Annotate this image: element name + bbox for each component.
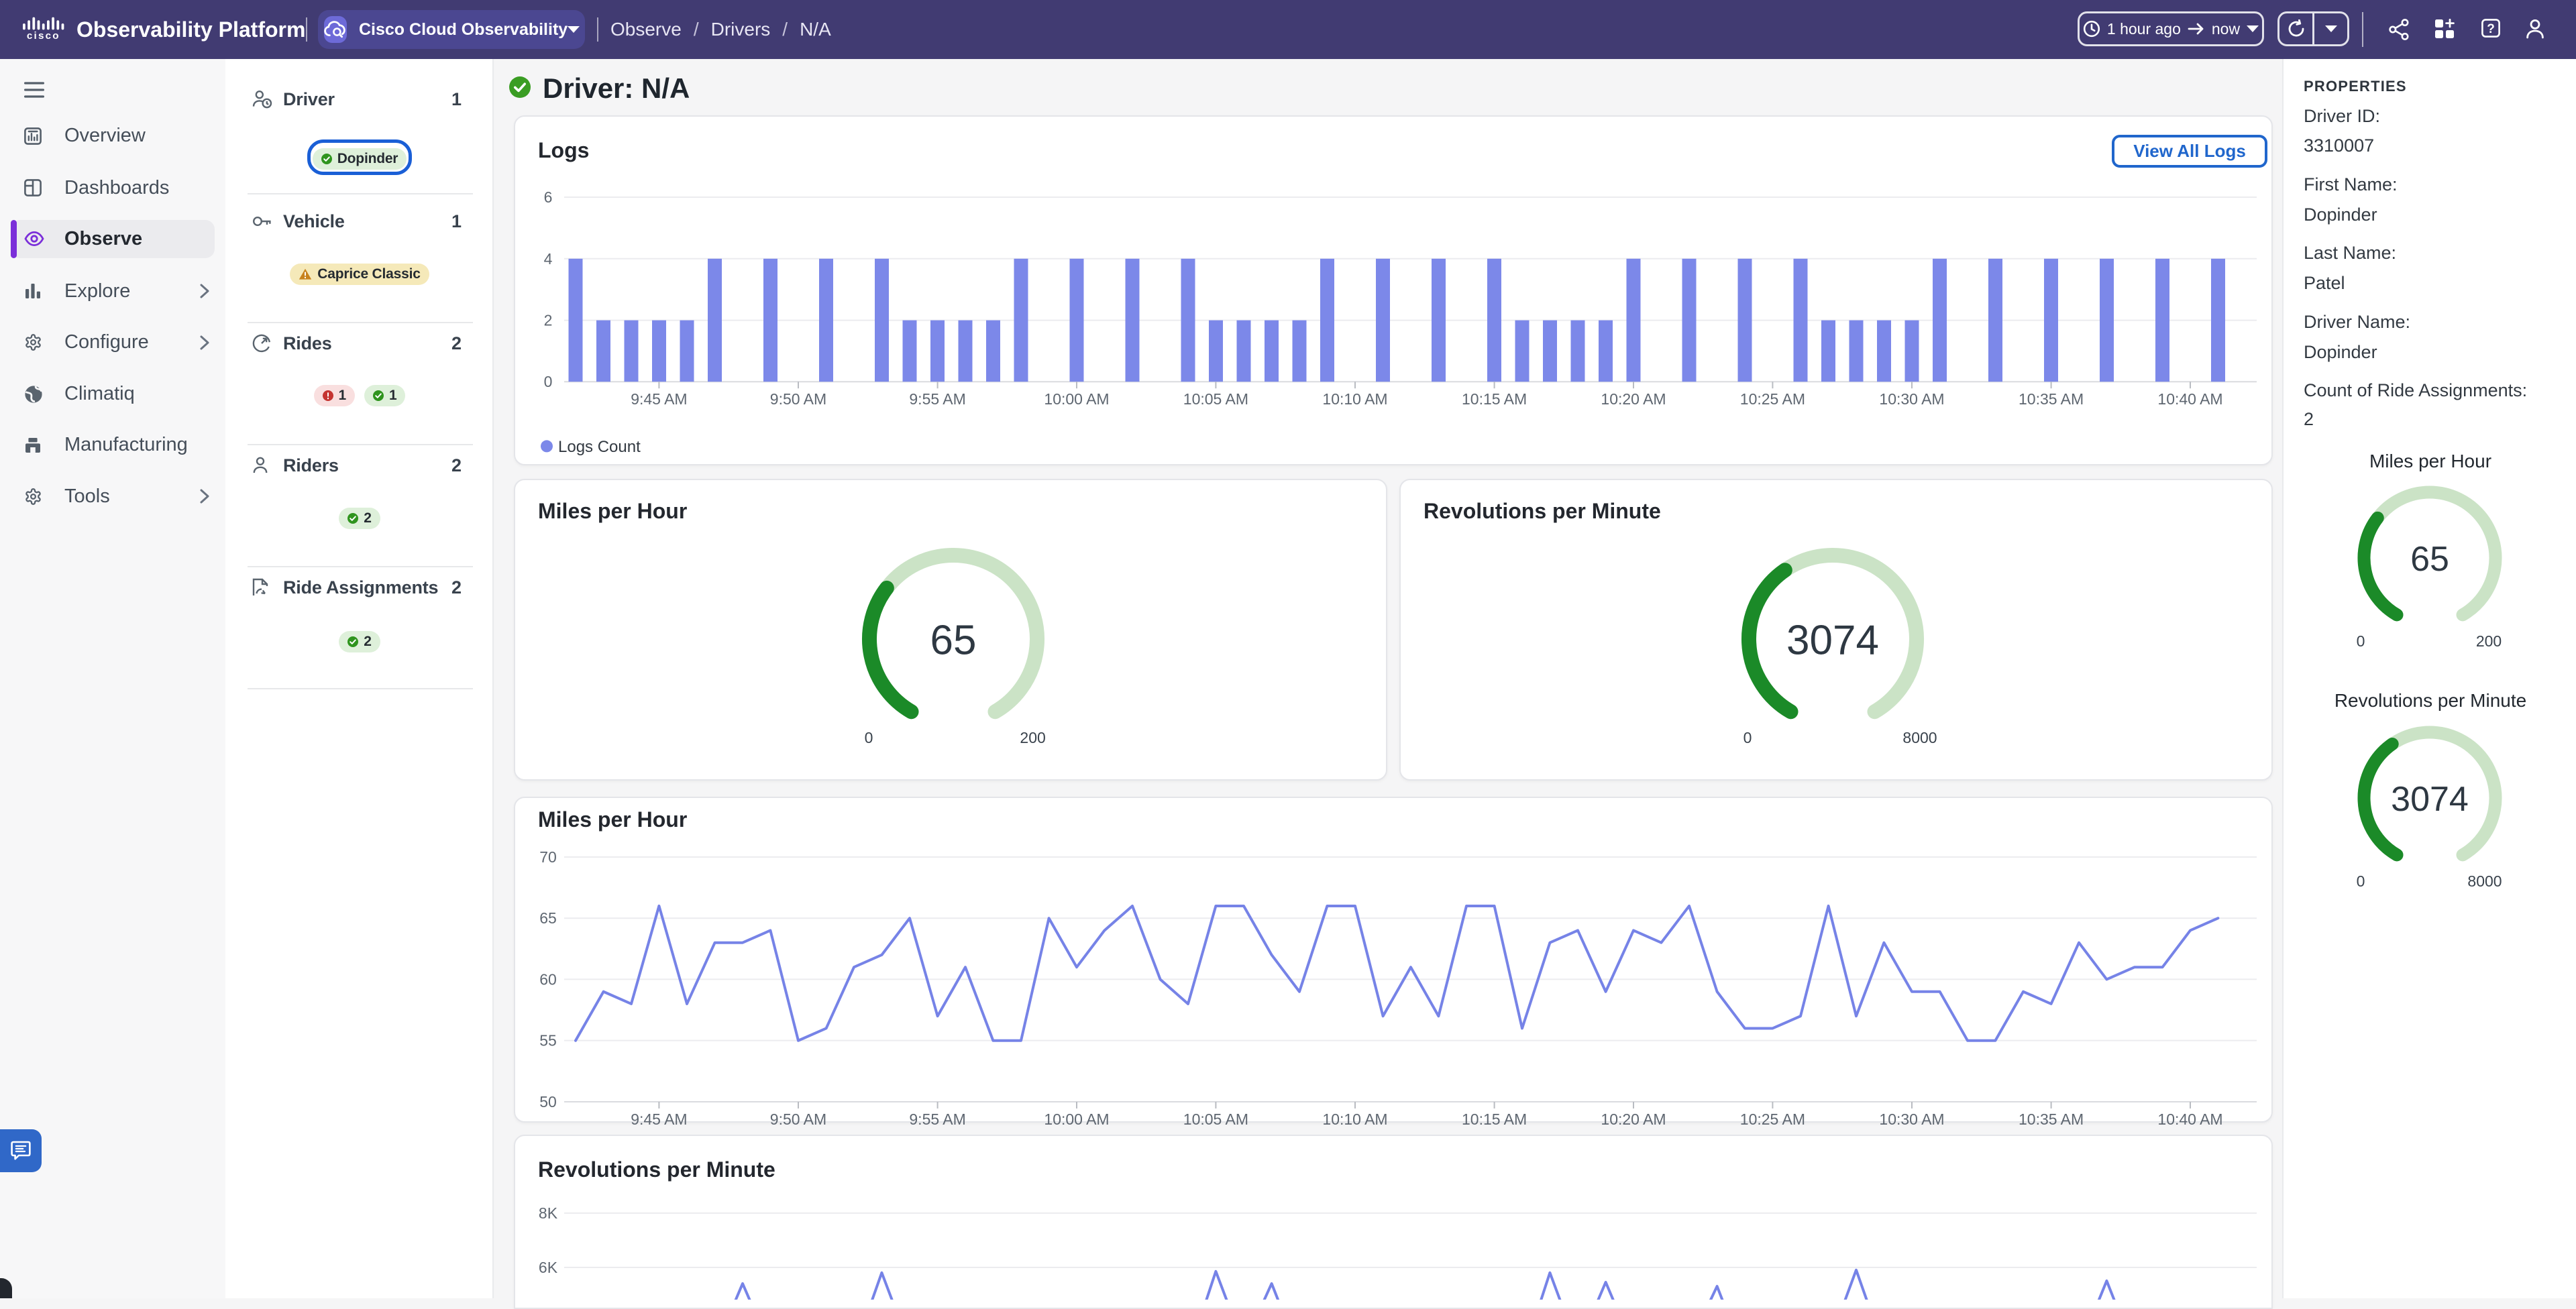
svg-text:65: 65: [2410, 540, 2449, 579]
svg-text:9:55 AM: 9:55 AM: [909, 1111, 965, 1128]
svg-text:10:25 AM: 10:25 AM: [1740, 390, 1805, 408]
svg-text:10:40 AM: 10:40 AM: [2157, 1111, 2222, 1128]
svg-text:9:45 AM: 9:45 AM: [631, 390, 687, 408]
svg-text:10:05 AM: 10:05 AM: [1183, 1111, 1248, 1128]
svg-text:10:05 AM: 10:05 AM: [1183, 390, 1248, 408]
svg-text:0: 0: [1743, 729, 1752, 746]
svg-text:10:00 AM: 10:00 AM: [1044, 1111, 1109, 1128]
svg-text:0: 0: [865, 729, 873, 746]
svg-text:10:25 AM: 10:25 AM: [1740, 1111, 1805, 1128]
svg-text:10:15 AM: 10:15 AM: [1462, 390, 1527, 408]
svg-text:50: 50: [539, 1093, 557, 1111]
svg-text:10:35 AM: 10:35 AM: [2019, 390, 2084, 408]
svg-text:0: 0: [2357, 872, 2365, 890]
svg-text:10:35 AM: 10:35 AM: [2019, 1111, 2084, 1128]
svg-text:10:30 AM: 10:30 AM: [1879, 1111, 1944, 1128]
svg-text:9:55 AM: 9:55 AM: [909, 390, 965, 408]
svg-text:200: 200: [2476, 632, 2502, 650]
svg-text:10:40 AM: 10:40 AM: [2157, 390, 2222, 408]
svg-text:10:20 AM: 10:20 AM: [1601, 1111, 1666, 1128]
svg-text:4: 4: [544, 250, 553, 268]
svg-text:10:20 AM: 10:20 AM: [1601, 390, 1666, 408]
svg-text:?: ?: [2487, 22, 2495, 36]
svg-text:10:15 AM: 10:15 AM: [1462, 1111, 1527, 1128]
svg-text:9:45 AM: 9:45 AM: [631, 1111, 687, 1128]
svg-text:3074: 3074: [2391, 780, 2469, 819]
svg-text:cisco: cisco: [27, 30, 60, 40]
svg-text:8000: 8000: [1902, 729, 1937, 746]
svg-text:9:50 AM: 9:50 AM: [770, 1111, 826, 1128]
svg-text:10:10 AM: 10:10 AM: [1322, 1111, 1387, 1128]
svg-text:2: 2: [544, 312, 553, 329]
svg-text:8000: 8000: [2467, 872, 2502, 890]
svg-text:10:30 AM: 10:30 AM: [1879, 390, 1944, 408]
svg-text:8K: 8K: [539, 1204, 558, 1222]
svg-text:3074: 3074: [1786, 617, 1879, 663]
svg-text:65: 65: [930, 617, 977, 663]
svg-text:9:50 AM: 9:50 AM: [770, 390, 826, 408]
svg-text:65: 65: [539, 909, 557, 927]
svg-text:Logs Count: Logs Count: [558, 438, 641, 456]
svg-text:6K: 6K: [539, 1259, 558, 1276]
svg-text:6: 6: [544, 188, 553, 206]
svg-text:10:10 AM: 10:10 AM: [1322, 390, 1387, 408]
svg-text:0: 0: [2357, 632, 2365, 650]
svg-text:60: 60: [539, 970, 557, 988]
svg-text:70: 70: [539, 848, 557, 866]
svg-text:200: 200: [1020, 729, 1045, 746]
svg-text:10:00 AM: 10:00 AM: [1044, 390, 1109, 408]
svg-text:55: 55: [539, 1032, 557, 1049]
svg-text:0: 0: [544, 373, 553, 390]
